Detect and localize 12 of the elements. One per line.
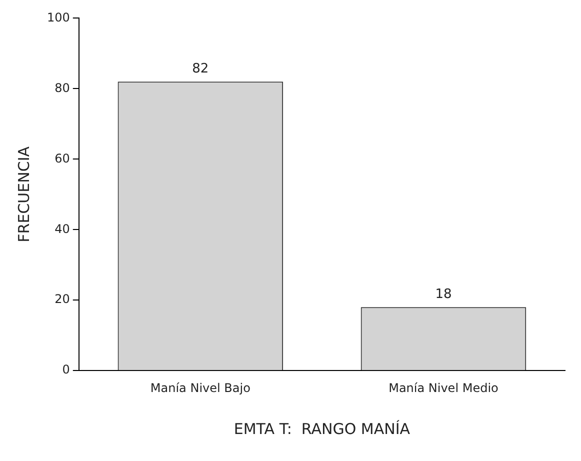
x-axis-title: EMTA T: RANGO MANÍA (234, 420, 411, 438)
y-tick-label: 0 (62, 362, 70, 377)
y-axis-title: FRECUENCIA (14, 146, 33, 242)
y-tick-label: 100 (47, 10, 70, 24)
y-tick-label: 40 (54, 222, 70, 236)
x-tick-label: Manía Nivel Bajo (150, 380, 250, 395)
y-tick-label: 80 (54, 80, 70, 95)
data-label: 18 (435, 287, 452, 302)
y-tick-label: 60 (54, 151, 70, 166)
data-label: 82 (192, 62, 209, 77)
x-tick-label: Manía Nivel Medio (388, 380, 498, 395)
y-tick-label: 20 (54, 292, 70, 306)
